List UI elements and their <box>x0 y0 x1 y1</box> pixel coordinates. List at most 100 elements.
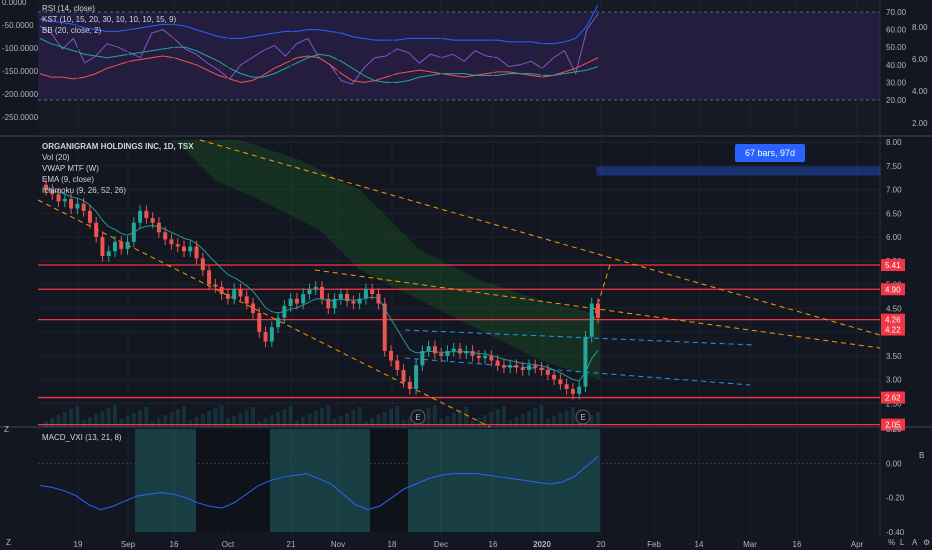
earnings-marker-2[interactable] <box>575 409 591 425</box>
time-axis-tick: Feb <box>647 540 661 549</box>
time-axis-tick: Sep <box>121 540 136 549</box>
candle-body <box>156 222 161 233</box>
candle-body <box>520 367 525 370</box>
scale-percent-button[interactable]: % <box>888 538 895 547</box>
volume-bar <box>501 406 506 427</box>
time-axis-tick: 18 <box>388 540 397 549</box>
candle-body <box>94 222 99 237</box>
candle-body <box>50 189 55 195</box>
legend-vwap[interactable]: VWAP MTF (W) <box>42 164 99 173</box>
volume-bar <box>558 413 563 427</box>
volume-bar <box>514 417 519 427</box>
legend-symbol[interactable]: ORGANIGRAM HOLDINGS INC, 1D, TSX <box>42 142 194 151</box>
volume-bar <box>539 405 544 427</box>
volume-bar <box>351 410 356 427</box>
candle-body <box>113 241 117 252</box>
scale-auto-button[interactable]: A <box>912 538 918 547</box>
candle-body <box>263 332 268 342</box>
volume-bar <box>483 415 488 427</box>
volume-bar <box>87 417 92 427</box>
oscillator-line <box>39 37 599 83</box>
time-axis-tick: Apr <box>851 540 864 549</box>
gear-icon[interactable]: ⚙ <box>923 538 930 547</box>
channel-upper-blue <box>404 329 756 346</box>
candle-body <box>345 294 350 302</box>
volume-bar <box>489 412 494 427</box>
volume-bar <box>401 420 406 427</box>
volume-bar <box>570 407 575 427</box>
osc-right-axis-tick: 60.00 <box>886 26 907 35</box>
time-axis-tick: Oct <box>222 540 235 549</box>
legend-kst[interactable]: KST (10, 15, 20, 30, 10, 10, 10, 15, 9) <box>42 15 177 24</box>
candle-body <box>87 210 92 223</box>
volume-bar <box>125 416 130 427</box>
volume-bar <box>81 420 86 427</box>
legend-ichimoku[interactable]: Ichimoku (9, 26, 52, 26) <box>42 186 126 195</box>
legend-bb[interactable]: BB (20, close, 2) <box>42 26 101 35</box>
candle-body <box>514 365 519 368</box>
volume-bar <box>100 411 105 427</box>
candle-body <box>489 355 494 361</box>
volume-bar <box>56 415 61 427</box>
legend-rsi[interactable]: RSI (14, close) <box>42 4 95 13</box>
volume-bar <box>301 417 306 427</box>
macd-background-band <box>270 429 370 532</box>
candle-body <box>219 286 224 294</box>
candle-body <box>213 284 218 287</box>
time-axis-tick: 20 <box>597 540 606 549</box>
candle-body <box>414 365 419 389</box>
price-label-text: 4.26 <box>885 316 901 325</box>
volume-bar <box>106 408 111 427</box>
candle-body <box>332 298 337 309</box>
osc-left-axis-tick: -100.0000 <box>2 44 39 53</box>
candle-body <box>483 355 488 359</box>
candle-body <box>539 367 544 370</box>
scale-log-button[interactable]: L <box>900 538 905 547</box>
volume-bar <box>131 413 136 427</box>
candle-body <box>407 381 412 389</box>
candle-body <box>326 298 331 309</box>
candle-body <box>144 210 149 218</box>
legend-vol[interactable]: Vol (20) <box>42 153 70 162</box>
candle-body <box>238 289 243 297</box>
candle-body <box>81 203 86 211</box>
candle-body <box>564 384 569 389</box>
pane-b-button[interactable]: B <box>919 451 924 460</box>
ema-line <box>45 189 599 382</box>
macd-background-band <box>520 429 600 532</box>
time-axis-tick: Mar <box>743 540 757 549</box>
volume-bar <box>207 411 212 427</box>
volume-bar <box>294 420 299 427</box>
macd-background-band <box>196 429 270 532</box>
price-legend: ORGANIGRAM HOLDINGS INC, 1D, TSX Vol (20… <box>42 142 194 195</box>
rsi-band <box>38 12 880 100</box>
osc-left-axis-tick: -250.0000 <box>2 113 39 122</box>
macd-line <box>39 456 599 511</box>
candle-body <box>401 370 406 382</box>
candle-body <box>558 379 563 385</box>
candle-body <box>125 241 130 249</box>
measure-tooltip-box[interactable] <box>735 144 805 162</box>
price-axis-tick: 8.00 <box>886 138 902 147</box>
volume-bar <box>69 409 74 427</box>
volume-bar <box>389 409 393 427</box>
volume-bar <box>596 412 600 427</box>
legend-ema[interactable]: EMA (9, close) <box>42 175 94 184</box>
volume-bars <box>44 405 600 427</box>
volume-bar <box>464 407 469 427</box>
candle-body <box>138 210 143 223</box>
price-axis-tick: 4.50 <box>886 304 902 313</box>
earnings-marker-1[interactable] <box>410 409 426 425</box>
candle-body <box>589 303 594 337</box>
scale-z-button[interactable]: Z <box>6 538 11 547</box>
candle-body <box>44 184 48 190</box>
candle-body <box>276 317 281 328</box>
volume-bar <box>326 405 331 427</box>
measure-range-box[interactable] <box>596 166 881 176</box>
legend-macd[interactable]: MACD_VXI (13, 21, 8) <box>42 433 122 442</box>
pane-z-button[interactable]: Z <box>4 425 9 434</box>
volume-bar <box>50 418 55 427</box>
candle-body <box>395 360 400 370</box>
candle-body <box>501 365 506 368</box>
